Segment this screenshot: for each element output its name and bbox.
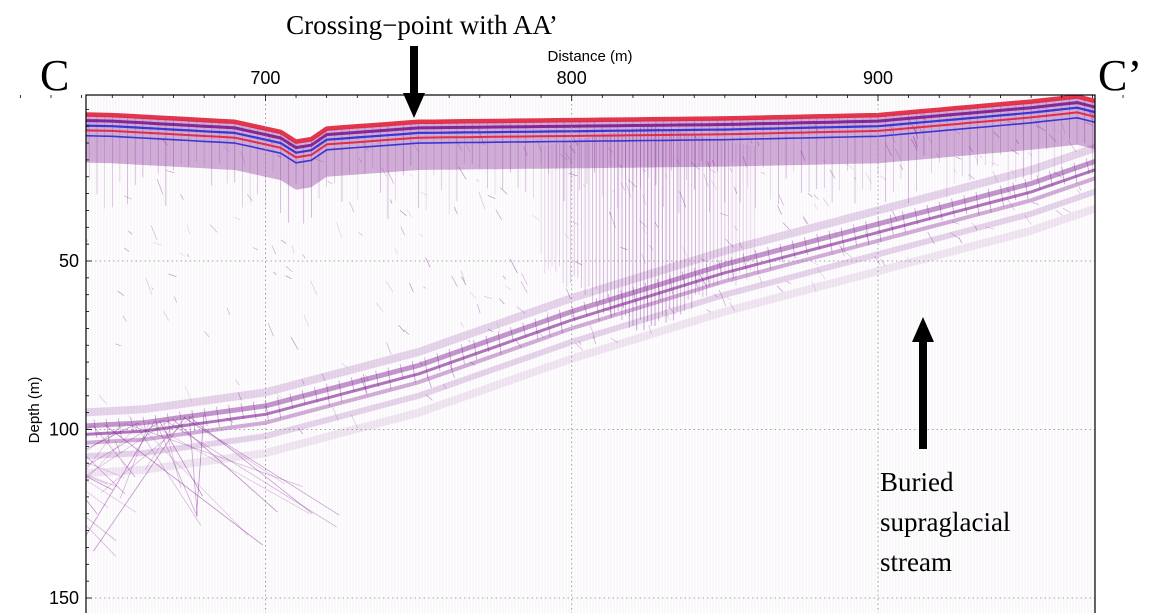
y-axis-ticks: 50 100 150 [49, 108, 92, 608]
stream-arrow [912, 317, 934, 449]
plot-frame [85, 94, 1096, 613]
y-tick-label: 100 [49, 420, 79, 440]
surface-reflection [86, 95, 1095, 164]
stream-annotation-line-2: supraglacial [880, 507, 1010, 537]
x-axis-ticks: 100200300400500600700800900 [19, 68, 1124, 101]
bed-reflector-band [86, 168, 1095, 436]
crossing-point-arrow [403, 46, 425, 118]
gridlines [86, 95, 1095, 613]
x-tick-label: 700 [250, 68, 280, 88]
profile-end-label: C’ [1098, 51, 1142, 100]
crossing-point-annotation: Crossing−point with AA’ [286, 10, 558, 40]
radar-image [86, 95, 1095, 613]
bed-reflector-band [86, 188, 1095, 460]
y-tick-label: 50 [59, 251, 79, 271]
profile-start-label: C [40, 51, 69, 100]
bed-reflector-band [86, 204, 1095, 478]
x-axis-label: Distance (m) [547, 48, 632, 65]
bed-reflector-band [86, 176, 1095, 445]
x-tick-label: 800 [557, 68, 587, 88]
bed-reflector [86, 143, 1095, 478]
bed-reflector-band [86, 143, 1095, 417]
y-tick-label: 150 [49, 588, 79, 608]
bed-reflector-band [86, 158, 1095, 429]
x-tick-label: 900 [863, 68, 893, 88]
y-axis-label: Depth (m) [26, 377, 43, 444]
stream-annotation-line-1: Buried [880, 467, 954, 497]
trace-texture [86, 95, 1095, 613]
diffraction-fan [86, 414, 340, 557]
stream-annotation-line-3: stream [880, 547, 952, 577]
